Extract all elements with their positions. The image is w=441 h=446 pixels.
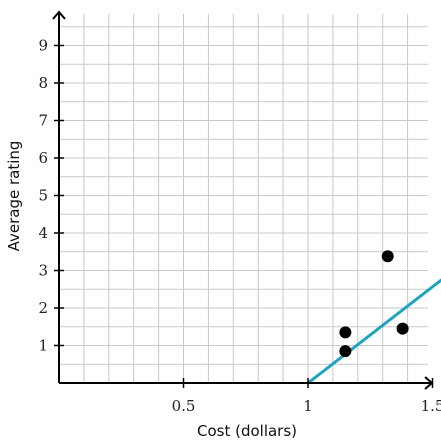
y-tick-label: 3 [38, 262, 48, 280]
trend-line [306, 278, 441, 385]
x-tick-label: 1.5 [421, 397, 441, 415]
data-point [396, 322, 409, 335]
y-tick-label: 2 [38, 299, 48, 317]
y-tick-label: 5 [38, 187, 48, 205]
y-tick-label: 6 [38, 149, 48, 167]
data-point [339, 326, 352, 339]
grid [59, 14, 428, 383]
axes [52, 10, 434, 390]
x-axis-label: Cost (dollars) [197, 422, 297, 440]
data-points [339, 250, 409, 358]
y-axis-label: Average rating [5, 141, 23, 252]
y-tick-label: 4 [38, 224, 48, 242]
y-tick-labels: 1 2 3 4 5 6 7 8 9 [38, 37, 48, 355]
x-tick-label: 1 [303, 397, 313, 415]
y-tick-label: 8 [38, 74, 48, 92]
y-tick-label: 1 [38, 337, 48, 355]
y-tick-label: 7 [38, 112, 48, 130]
y-axis-arrow [52, 10, 66, 20]
x-tick-labels: 0.511.522.5 [172, 397, 441, 415]
y-tick-label: 9 [38, 37, 48, 55]
x-tick-label: 0.5 [172, 397, 196, 415]
data-point [381, 250, 394, 263]
data-point [339, 345, 352, 358]
